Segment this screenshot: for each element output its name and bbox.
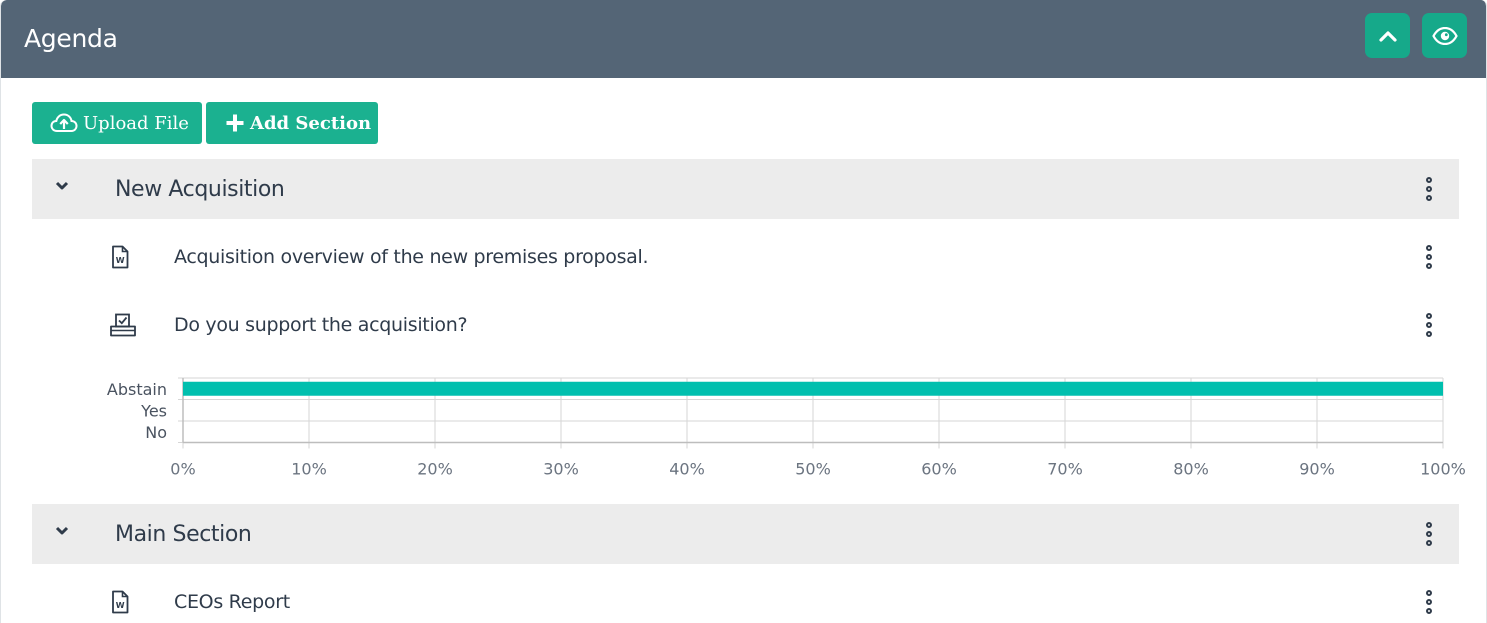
chart-y-tick-label: Yes <box>140 401 167 420</box>
plus-icon <box>226 114 244 132</box>
ballot-box-icon <box>110 313 136 337</box>
section-menu-icon[interactable] <box>1424 522 1434 546</box>
chart-x-tick-label: 60% <box>921 460 957 479</box>
item-menu-icon[interactable] <box>1424 245 1434 269</box>
agenda-item-text: Acquisition overview of the new premises… <box>174 246 649 268</box>
chart-bar <box>183 381 1443 396</box>
chart-x-tick-label: 90% <box>1299 460 1335 479</box>
page-title: Agenda <box>24 24 118 53</box>
collapse-button[interactable] <box>1365 13 1410 58</box>
chevron-down-icon[interactable] <box>55 526 69 536</box>
add-section-button[interactable]: Add Section <box>206 102 378 144</box>
agenda-header: Agenda <box>1 0 1486 78</box>
upload-file-button[interactable]: Upload File <box>32 102 202 144</box>
svg-text:W: W <box>116 256 125 265</box>
chart-y-tick-label: Abstain <box>107 380 167 399</box>
section-title: New Acquisition <box>115 177 285 202</box>
section-menu-icon[interactable] <box>1424 177 1434 201</box>
svg-text:W: W <box>116 601 125 610</box>
chart-x-tick-label: 50% <box>795 460 831 479</box>
cloud-upload-icon <box>50 113 78 132</box>
item-menu-icon[interactable] <box>1424 313 1434 337</box>
chart-x-tick-label: 100% <box>1420 460 1466 479</box>
chart-x-tick-label: 40% <box>669 460 705 479</box>
add-section-label: Add Section <box>250 112 372 134</box>
preview-button[interactable] <box>1422 13 1467 58</box>
chevron-down-icon[interactable] <box>55 181 69 191</box>
agenda-item-document[interactable]: W CEOs Report <box>32 572 1459 623</box>
word-document-icon: W <box>112 245 129 269</box>
chart-x-tick-label: 10% <box>291 460 327 479</box>
section-header-new-acquisition[interactable]: New Acquisition <box>32 159 1459 219</box>
chart-x-tick-label: 70% <box>1047 460 1083 479</box>
chart-x-tick-label: 20% <box>417 460 453 479</box>
word-document-icon: W <box>112 590 129 614</box>
item-menu-icon[interactable] <box>1424 590 1434 614</box>
section-title: Main Section <box>115 522 252 547</box>
vote-results-chart-svg: 0% 10% 20% 30% 40% 50% 60% 70% 80% 90% 100% Abstain… <box>107 377 1466 479</box>
agenda-item-document[interactable]: W Acquisition overview of the new premis… <box>32 227 1459 287</box>
chevron-up-icon <box>1378 30 1397 42</box>
section-header-main-section[interactable]: Main Section <box>32 504 1459 564</box>
eye-icon <box>1431 26 1458 45</box>
upload-file-label: Upload File <box>83 112 189 134</box>
agenda-item-text: CEOs Report <box>174 591 290 613</box>
vote-results-chart: 0% 10% 20% 30% 40% 50% 60% 70% 80% 90% 100% Abstain… <box>91 370 1481 490</box>
chart-x-tick-label: 30% <box>543 460 579 479</box>
chart-x-tick-label: 0% <box>170 460 195 479</box>
chart-x-tick-label: 80% <box>1173 460 1209 479</box>
agenda-item-vote[interactable]: Do you support the acquisition? <box>32 295 1459 355</box>
agenda-item-text: Do you support the acquisition? <box>174 314 468 336</box>
chart-y-tick-label: No <box>145 423 167 442</box>
